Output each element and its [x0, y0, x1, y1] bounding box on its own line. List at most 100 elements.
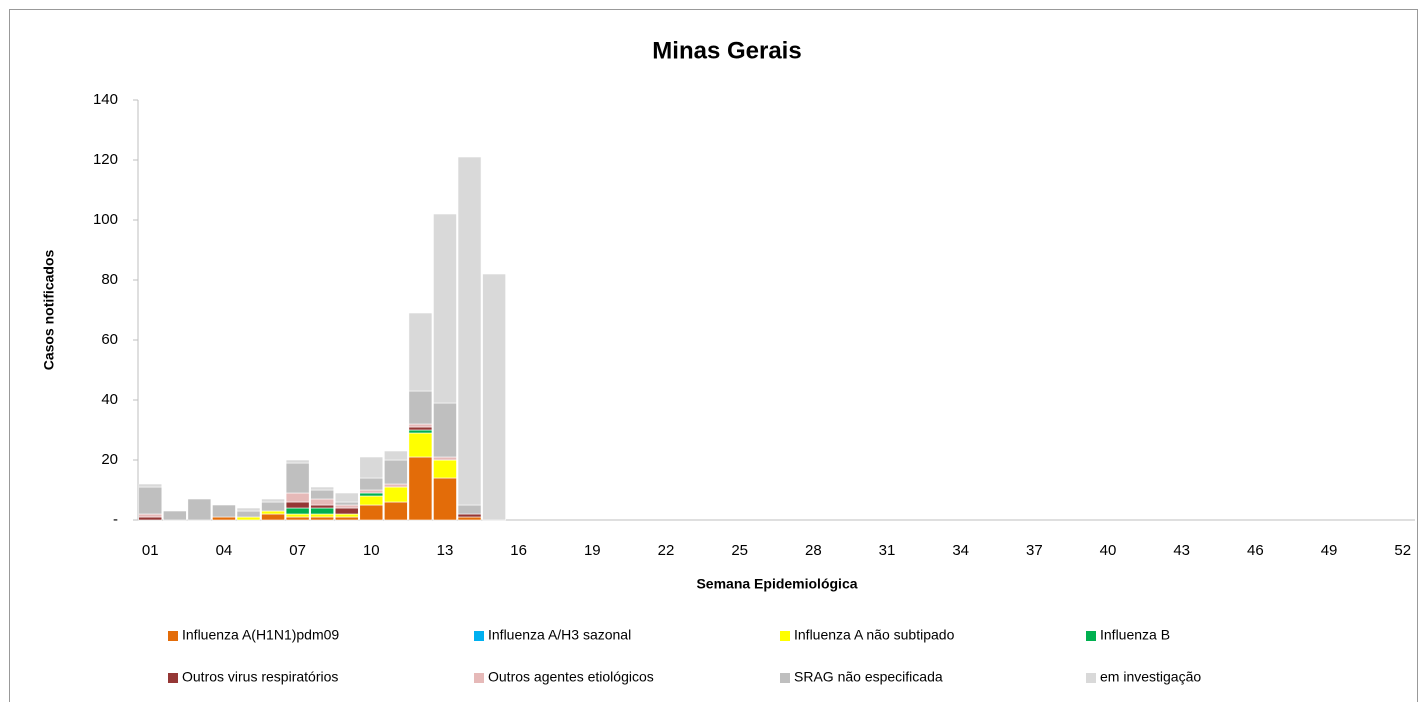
y-axis-label: Casos notificados — [41, 250, 57, 371]
bar-segment — [261, 501, 285, 512]
legend-label: Influenza A(H1N1)pdm09 — [182, 627, 339, 643]
x-tick-label: 13 — [437, 542, 454, 559]
legend-swatch — [168, 673, 178, 683]
legend-label: Influenza A não subtipado — [794, 627, 955, 643]
bar-segment — [236, 516, 261, 521]
bar-segment — [359, 492, 384, 497]
bar-segment — [408, 390, 433, 425]
bar-segment — [433, 213, 457, 404]
x-tick-label: 25 — [731, 542, 748, 559]
bar-segment — [334, 501, 359, 506]
x-tick-label: 40 — [1100, 542, 1117, 559]
bar-segment — [285, 513, 310, 518]
x-tick-label: 46 — [1247, 542, 1264, 559]
legend-label: SRAG não especificada — [794, 669, 943, 685]
bar-segment — [261, 498, 285, 503]
bar-segment — [408, 423, 433, 428]
bar-segment — [285, 459, 310, 464]
bar-segment — [310, 513, 335, 518]
y-tick-label: 80 — [101, 271, 118, 288]
x-tick-label: 28 — [805, 542, 822, 559]
bar-segment — [285, 492, 310, 503]
y-tick-label: - — [113, 511, 118, 528]
bar-segment — [334, 507, 359, 515]
bar-segment — [384, 459, 408, 485]
x-tick-label: 43 — [1173, 542, 1190, 559]
chart-title: Minas Gerais — [652, 37, 801, 64]
y-tick-label: 140 — [93, 91, 118, 108]
bar-segment — [359, 504, 384, 521]
legend-label: em investigação — [1100, 669, 1201, 685]
bar-segment — [457, 156, 482, 506]
legend-label: Outros agentes etiológicos — [488, 669, 654, 685]
y-tick-label: 60 — [101, 331, 118, 348]
bar-segment — [384, 483, 408, 488]
bar-segment — [212, 516, 236, 521]
legend-swatch — [780, 631, 790, 641]
bar-segment — [433, 456, 457, 461]
x-tick-label: 07 — [289, 542, 306, 559]
bar-segment — [408, 429, 433, 434]
bar-segment — [457, 513, 482, 518]
bar-segment — [310, 516, 335, 521]
bar-segment — [138, 516, 163, 521]
x-tick-label: 31 — [879, 542, 896, 559]
bar-segment — [310, 504, 335, 509]
legend-swatch — [1086, 673, 1096, 683]
x-tick-label: 01 — [142, 542, 159, 559]
x-tick-label: 10 — [363, 542, 380, 559]
bar-segment — [138, 483, 163, 488]
bar-segment — [384, 450, 408, 461]
bar-segment — [310, 486, 335, 491]
y-tick-label: 20 — [101, 451, 118, 468]
legend-swatch — [474, 631, 484, 641]
bar-segment — [359, 489, 384, 494]
bar-segment — [334, 504, 359, 509]
bar-segment — [408, 312, 433, 392]
x-tick-label: 04 — [216, 542, 233, 559]
x-tick-label: 16 — [510, 542, 527, 559]
bar-segment — [212, 504, 236, 518]
legend-swatch — [474, 673, 484, 683]
bar-segment — [457, 516, 482, 521]
bar-segment — [334, 492, 359, 503]
bar-segment — [408, 456, 433, 521]
y-tick-label: 100 — [93, 211, 118, 228]
bar-segment — [236, 510, 261, 518]
bar-segment — [310, 489, 335, 500]
bar-segment — [187, 498, 212, 521]
legend-label: Influenza B — [1100, 627, 1170, 643]
bar-segment — [384, 501, 408, 521]
bar-segment — [433, 459, 457, 479]
x-tick-label: 49 — [1321, 542, 1338, 559]
legend-swatch — [780, 673, 790, 683]
bar-segment — [285, 501, 310, 509]
bar-segment — [408, 426, 433, 431]
bar-segment — [285, 516, 310, 521]
x-tick-label: 37 — [1026, 542, 1043, 559]
legend-swatch — [168, 631, 178, 641]
bar-segment — [457, 504, 482, 515]
legend-label: Outros virus respiratórios — [182, 669, 338, 685]
legend-swatch — [1086, 631, 1096, 641]
bar-segment — [138, 513, 163, 518]
legend-label: Influenza A/H3 sazonal — [488, 627, 631, 643]
bar-segment — [482, 273, 506, 521]
x-axis-label: Semana Epidemiológica — [696, 576, 857, 592]
chart-border — [9, 9, 1418, 702]
bar-segment — [162, 510, 187, 521]
bar-segment — [359, 456, 384, 479]
bar-segment — [285, 507, 310, 515]
bar-segment — [408, 432, 433, 458]
x-tick-label: 22 — [658, 542, 675, 559]
x-tick-label: 52 — [1394, 542, 1411, 559]
bar-segment — [359, 477, 384, 491]
bar-segment — [359, 495, 384, 506]
y-tick-label: 40 — [101, 391, 118, 408]
bar-segment — [310, 507, 335, 515]
y-tick-label: 120 — [93, 151, 118, 168]
bar-segment — [433, 477, 457, 521]
bar-segment — [384, 486, 408, 503]
bar-segment — [334, 513, 359, 518]
